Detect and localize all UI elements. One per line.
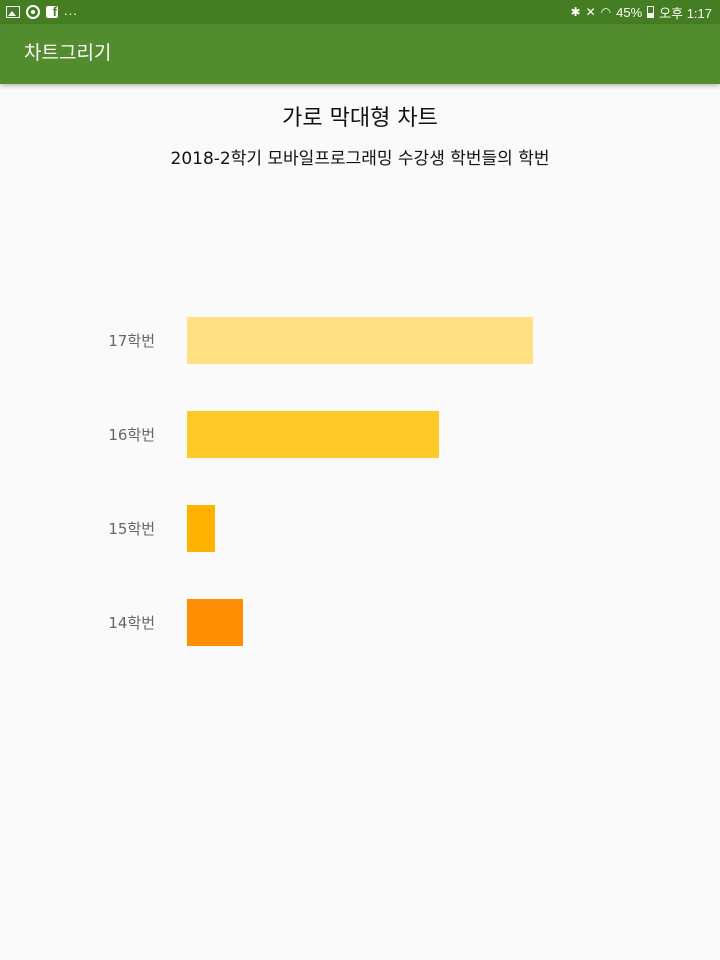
facebook-icon (46, 6, 58, 18)
category-label: 15학번 (0, 519, 155, 539)
bar (187, 505, 215, 552)
bar (187, 411, 439, 458)
bluetooth-icon: ✱ (571, 4, 581, 20)
gallery-icon (6, 6, 20, 18)
wifi-icon: ◠ (601, 4, 611, 20)
category-label: 17학번 (0, 331, 155, 351)
horizontal-bar-chart: 17학번 16학번 15학번 14학번 (0, 300, 720, 660)
app-bar: 차트그리기 (0, 24, 720, 84)
app-title: 차트그리기 (24, 41, 111, 65)
notification-icons: ... (6, 4, 78, 20)
status-bar: ... ✱ ✕ ◠ 45% 오후 1:17 (0, 0, 720, 24)
category-label: 14학번 (0, 613, 155, 633)
sync-icon (26, 5, 40, 19)
chart-subtitle: 2018-2학기 모바일프로그래밍 수강생 학번들의 학번 (0, 144, 720, 169)
category-label: 16학번 (0, 425, 155, 445)
bar (187, 599, 243, 646)
system-icons: ✱ ✕ ◠ 45% 오후 1:17 (571, 4, 712, 20)
battery-percent: 45% (616, 5, 642, 20)
mute-icon: ✕ (586, 4, 596, 20)
bar (187, 317, 533, 364)
clock: 오후 1:17 (659, 3, 712, 22)
chart-title: 가로 막대형 차트 (0, 100, 720, 132)
battery-icon (647, 6, 654, 18)
more-notifications-icon: ... (64, 3, 78, 18)
